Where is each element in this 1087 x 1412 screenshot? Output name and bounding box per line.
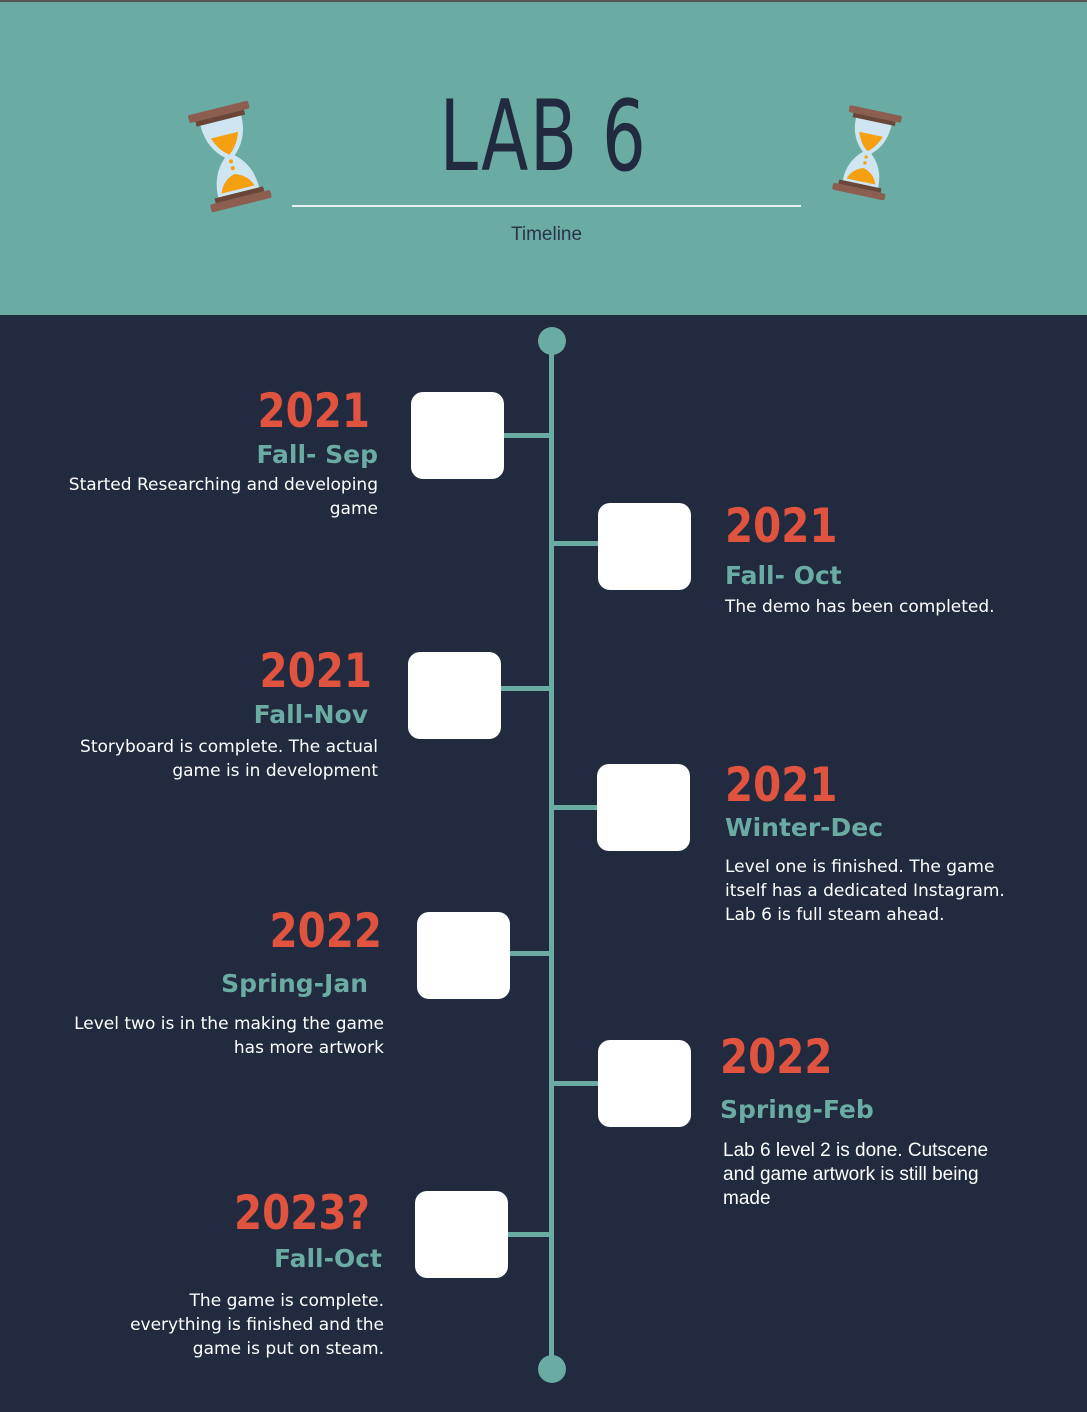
entry-description: Storyboard is complete. The actual game … <box>80 737 378 781</box>
entry-year: 2021 <box>725 758 838 813</box>
entry-season: Winter-Dec <box>725 813 884 842</box>
timeline-image-box <box>417 912 510 999</box>
entry-description: The game is complete. everything is fini… <box>130 1291 384 1359</box>
entry-description: Started Researching and developing game <box>68 475 378 519</box>
entry-season: Spring-Feb <box>720 1095 874 1124</box>
timeline-image-box <box>598 503 691 590</box>
entry-season: Fall-Oct <box>273 1244 382 1273</box>
timeline-image-box <box>411 392 504 479</box>
page-title: LAB 6 <box>439 80 648 194</box>
entry-year: 2022 <box>269 904 382 959</box>
entry-year: 2021 <box>259 644 372 699</box>
timeline-start-dot <box>538 327 566 355</box>
entry-year: 2023? <box>234 1186 370 1241</box>
entry-description: Lab 6 level 2 is done. Cutscene and game… <box>723 1140 989 1209</box>
top-border <box>0 0 1087 2</box>
entry-description: Level one is finished. The game itself h… <box>725 857 1005 925</box>
title-divider <box>292 205 801 207</box>
entry-description: Level two is in the making the game has … <box>74 1014 384 1058</box>
timeline-branch <box>503 433 551 438</box>
timeline-branch <box>500 686 551 691</box>
hourglass-icon <box>832 105 902 201</box>
timeline-spine <box>549 340 554 1370</box>
entry-year: 2021 <box>725 499 838 554</box>
timeline-branch <box>551 541 598 546</box>
timeline-image-box <box>597 764 690 851</box>
page-subtitle: Timeline <box>510 224 583 245</box>
timeline-image-box <box>598 1040 691 1127</box>
entry-season: Fall- Oct <box>725 561 842 590</box>
timeline-image-box <box>415 1191 508 1278</box>
entry-year: 2022 <box>720 1030 833 1085</box>
entry-season: Fall- Sep <box>256 440 378 469</box>
entry-description: The demo has been completed. <box>725 597 995 617</box>
timeline-branch <box>551 805 597 810</box>
hourglass-icon <box>188 100 272 213</box>
timeline-branch <box>551 1081 598 1086</box>
timeline-branch <box>509 951 551 956</box>
timeline-end-dot <box>538 1355 566 1383</box>
timeline-branch <box>507 1232 551 1237</box>
header-banner: LAB 6 Timeline <box>0 2 1087 315</box>
timeline-image-box <box>408 652 501 739</box>
entry-season: Fall-Nov <box>253 700 368 729</box>
entry-year: 2021 <box>257 384 370 439</box>
entry-season: Spring-Jan <box>221 969 368 998</box>
